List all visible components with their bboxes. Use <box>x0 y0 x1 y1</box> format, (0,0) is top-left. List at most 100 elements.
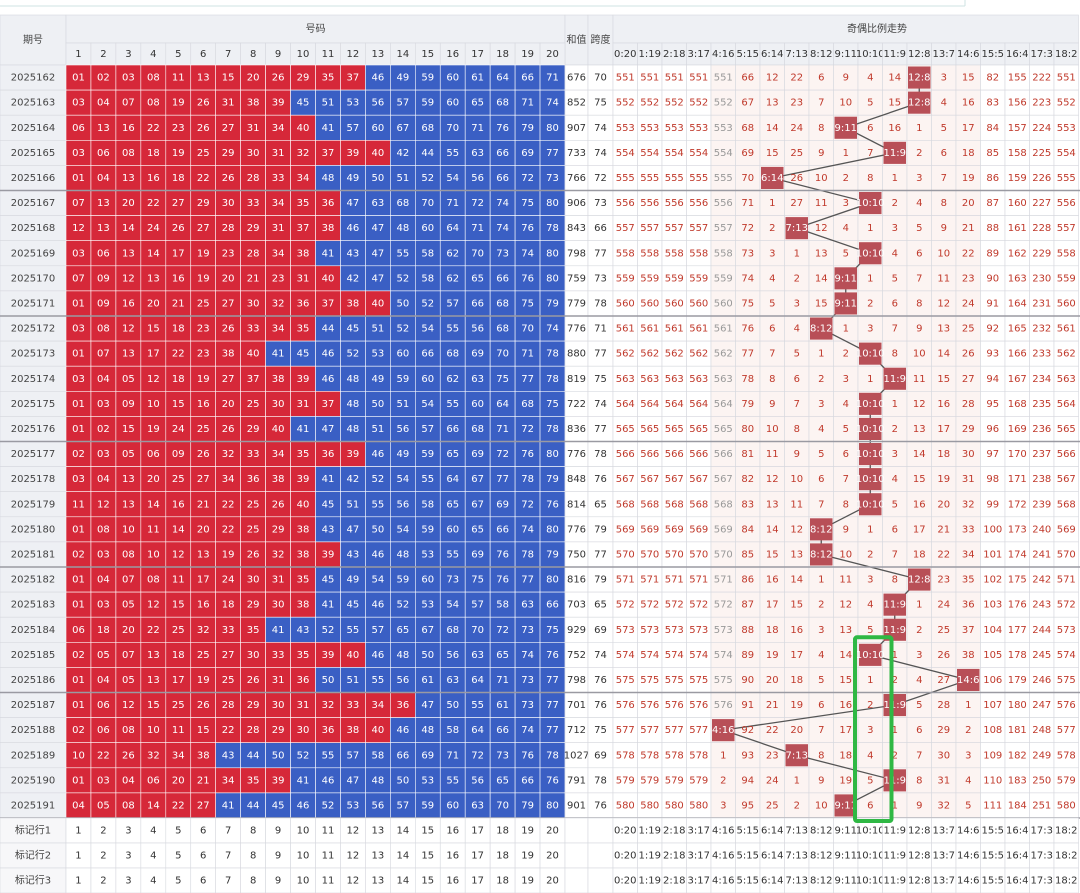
number: 01 <box>72 524 85 535</box>
number: 63 <box>471 650 484 661</box>
hit-ratio: 8:12 <box>810 524 832 535</box>
ratio-col-label: 3:17 <box>688 49 710 60</box>
missing-count: 17 <box>790 650 803 661</box>
number: 63 <box>446 675 459 686</box>
ratio-col-label: 4:16 <box>712 49 734 60</box>
number: 11 <box>72 499 85 510</box>
trend-cell <box>1004 240 1030 267</box>
number-cell <box>539 240 566 267</box>
number: 54 <box>372 575 385 586</box>
number: 38 <box>297 524 310 535</box>
number: 69 <box>421 750 434 761</box>
number: 18 <box>222 600 235 611</box>
trend-cell <box>1004 140 1030 166</box>
missing-count: 168 <box>1008 399 1027 410</box>
marker-ratio: 7:13 <box>786 876 808 887</box>
number: 31 <box>272 148 285 159</box>
number: 14 <box>122 223 135 234</box>
missing-count: 25 <box>790 148 803 159</box>
number: 66 <box>496 148 509 159</box>
number: 70 <box>521 324 534 335</box>
trend-cell <box>955 290 981 317</box>
missing-count: 33 <box>962 524 975 535</box>
missing-count: 6 <box>794 374 800 385</box>
missing-count: 558 <box>616 248 635 259</box>
marker-number: 20 <box>546 876 559 887</box>
missing-count: 562 <box>1057 349 1076 360</box>
number-cell <box>240 165 266 191</box>
trend-cell <box>882 340 908 367</box>
trend-cell <box>906 340 932 367</box>
missing-count: 2 <box>965 725 971 736</box>
number: 35 <box>322 73 335 84</box>
missing-count: 580 <box>640 800 659 811</box>
marker-number: 17 <box>471 826 484 837</box>
number: 44 <box>247 800 260 811</box>
missing-count: 6 <box>916 725 922 736</box>
missing-count: 176 <box>1008 600 1027 611</box>
marker-ratio: 11:9 <box>884 851 906 862</box>
missing-count: 557 <box>714 223 733 234</box>
number: 05 <box>122 675 135 686</box>
trend-cell <box>686 89 712 116</box>
number: 34 <box>372 700 385 711</box>
missing-count: 6 <box>818 474 824 485</box>
trend-cell <box>710 140 736 166</box>
missing-count: 38 <box>962 650 975 661</box>
number-cell <box>140 140 167 166</box>
number: 27 <box>197 223 210 234</box>
number-cell <box>215 240 241 267</box>
number-cell <box>315 340 341 367</box>
number: 50 <box>372 173 385 184</box>
span-cell <box>587 165 614 191</box>
number: 04 <box>97 173 110 184</box>
number: 01 <box>72 298 85 309</box>
missing-count: 174 <box>1008 549 1027 560</box>
number: 23 <box>172 123 185 134</box>
span: 78 <box>594 449 607 460</box>
number: 02 <box>72 549 85 560</box>
missing-count: 569 <box>665 524 684 535</box>
trend-cell <box>1029 340 1055 367</box>
missing-count: 171 <box>1008 474 1027 485</box>
number: 59 <box>421 73 434 84</box>
missing-count: 559 <box>714 273 733 284</box>
missing-count: 7 <box>794 399 800 410</box>
number: 50 <box>322 675 335 686</box>
missing-count: 579 <box>1057 775 1076 786</box>
missing-count: 22 <box>766 725 779 736</box>
missing-count: 14 <box>766 123 779 134</box>
number: 46 <box>396 725 409 736</box>
number: 29 <box>197 198 210 209</box>
number: 28 <box>222 223 235 234</box>
missing-count: 184 <box>1008 800 1027 811</box>
trend-cell <box>661 340 687 367</box>
marker-number: 5 <box>175 876 181 887</box>
number: 06 <box>97 725 110 736</box>
number: 30 <box>247 298 260 309</box>
number: 48 <box>347 399 360 410</box>
missing-count: 30 <box>937 750 950 761</box>
number-col-label: 16 <box>446 49 459 60</box>
number: 12 <box>97 499 110 510</box>
number: 68 <box>396 198 409 209</box>
missing-count: 563 <box>640 374 659 385</box>
missing-count: 563 <box>689 374 708 385</box>
number: 06 <box>147 775 160 786</box>
trend-cell <box>612 290 638 317</box>
missing-count: 562 <box>665 349 684 360</box>
trend-cell <box>931 89 957 116</box>
number: 76 <box>546 650 559 661</box>
number: 43 <box>222 750 235 761</box>
sum: 798 <box>567 248 586 259</box>
number: 26 <box>247 549 260 560</box>
number: 31 <box>272 675 285 686</box>
number: 49 <box>396 449 409 460</box>
number-cell <box>464 215 491 242</box>
missing-count: 18 <box>839 750 852 761</box>
number-col-label: 19 <box>521 49 534 60</box>
marker-ratio: 6:14 <box>761 851 783 862</box>
marker-ratio: 16:4 <box>1006 826 1028 837</box>
missing-count: 169 <box>1008 424 1027 435</box>
number: 30 <box>247 650 260 661</box>
